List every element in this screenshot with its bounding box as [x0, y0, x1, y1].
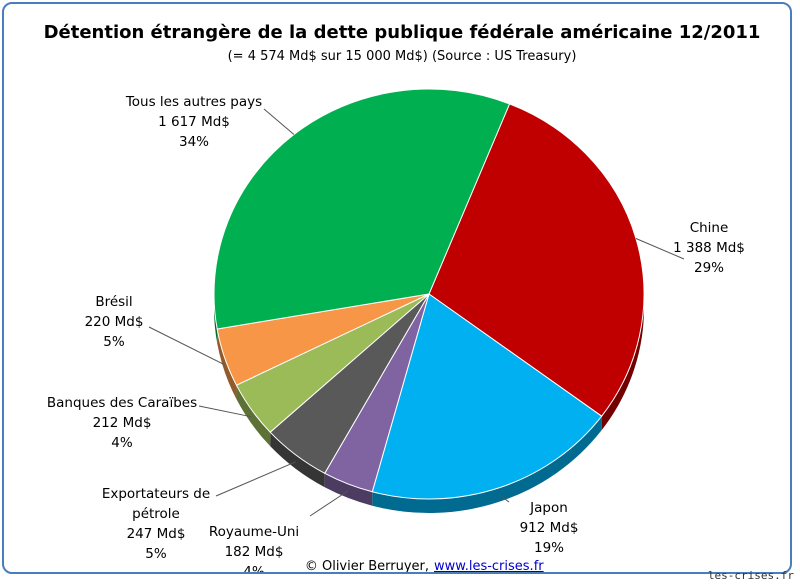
pie-slice-tous-les-autres-pays — [213, 88, 511, 330]
leader-line — [148, 326, 225, 366]
chart-frame: Détention étrangère de la dette publique… — [2, 2, 792, 574]
leader-line — [498, 494, 510, 503]
pie-side-royaume-uni — [324, 473, 373, 506]
data-label-banques-des-cara-bes: Banques des Caraïbes 212 Md$ 4% — [47, 395, 197, 451]
pie-side-chine — [601, 294, 644, 431]
leader-line — [635, 238, 685, 260]
footer-credit: © Olivier Berruyer, — [305, 559, 429, 574]
chart-title: Détention étrangère de la dette publique… — [44, 22, 761, 43]
data-label-royaume-uni: Royaume-Uni 182 Md$ 4% — [209, 524, 299, 574]
pie-slice-chine — [428, 103, 645, 417]
data-label-br-sil: Brésil 220 Md$ 5% — [85, 294, 144, 350]
leader-line — [215, 461, 296, 497]
pie-side-exportateurs-de-p-trole — [270, 432, 325, 488]
pie-side-tous-les-autres-pays — [214, 294, 218, 344]
pie-slice-japon — [371, 293, 603, 500]
data-label-chine: Chine 1 388 Md$ 29% — [673, 220, 745, 276]
chart-subtitle: (= 4 574 Md$ sur 15 000 Md$) (Source : U… — [228, 49, 577, 64]
watermark: les-crises.fr — [707, 569, 794, 582]
pie-side-japon — [372, 416, 602, 513]
footer-link[interactable]: www.les-crises.fr — [434, 559, 544, 574]
data-label-exportateurs-de-p-trole: Exportateurs de pétrole 247 Md$ 5% — [102, 486, 210, 562]
leader-line — [309, 490, 349, 517]
pie-chart: Détention étrangère de la dette publique… — [44, 22, 761, 574]
slice-labels: Chine 1 388 Md$ 29% Japon 912 Md$ 19% Royaume-… — [47, 94, 745, 574]
data-label-japon: Japon 912 Md$ 19% — [520, 500, 579, 556]
pie-slices — [213, 88, 645, 513]
leader-line — [198, 405, 252, 418]
data-label-tous-les-autres-pays: Tous les autres pays 1 617 Md$ 34% — [125, 94, 262, 150]
leader-line — [263, 108, 295, 135]
